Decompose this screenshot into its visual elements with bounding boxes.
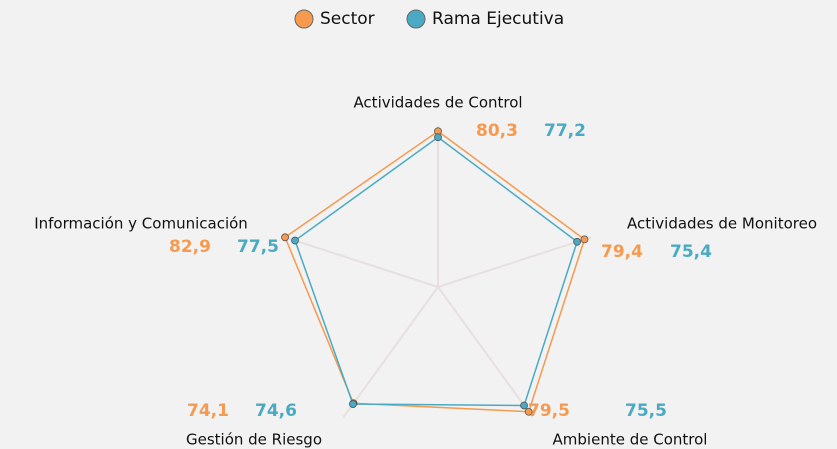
category-label: Ambiente de Control [553,431,708,449]
value-label: 77,2 [544,121,586,141]
data-point [573,237,581,246]
data-point [349,400,357,408]
value-label: 77,5 [237,237,279,257]
axis-line [437,236,592,288]
data-point [524,407,533,416]
radar-line [294,136,578,407]
axis-line [284,236,439,288]
data-point [281,233,289,242]
category-label: Actividades de Monitoreo [627,215,817,233]
value-label: 79,5 [528,401,570,421]
legend-marker [294,9,314,29]
data-point [520,401,528,410]
value-label: 75,5 [625,401,667,421]
axis-line [342,286,439,418]
data-point [291,236,299,245]
value-label: 82,9 [169,237,211,257]
legend-label: Rama Ejecutiva [432,9,564,29]
category-label: Información y Comunicación [34,215,248,233]
legend-label: Sector [320,9,375,29]
value-label: 74,1 [187,401,229,421]
value-label: 79,4 [601,242,643,262]
value-label: 80,3 [476,121,518,141]
category-label: Actividades de Control [353,94,522,112]
radar-line [284,130,586,413]
legend-marker [406,9,426,29]
data-point [580,235,589,244]
category-label: Gestión de Riesgo [186,431,322,449]
value-label: 74,6 [255,401,297,421]
data-point [434,133,442,142]
value-label: 75,4 [670,242,712,262]
axis-line [437,286,534,418]
